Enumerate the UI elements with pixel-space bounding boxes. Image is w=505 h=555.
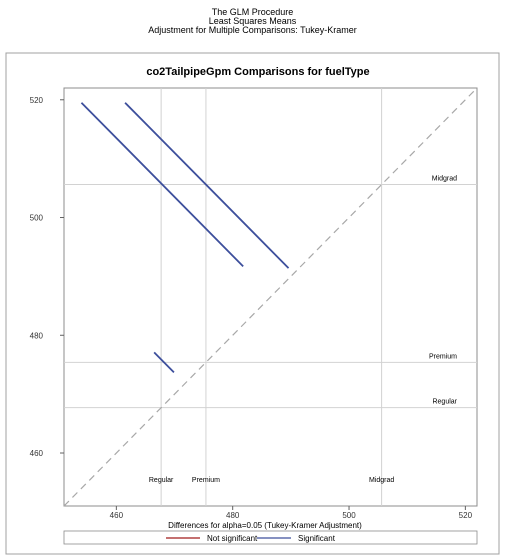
x-tick-label: 520 bbox=[459, 511, 473, 520]
level-label-bottom-regular: Regular bbox=[149, 477, 174, 484]
procedure-title: The GLM Procedure bbox=[211, 7, 294, 17]
level-label-right-premium: Premium bbox=[429, 353, 457, 360]
footnote: Differences for alpha=0.05 (Tukey-Kramer… bbox=[168, 521, 362, 530]
y-tick-label: 520 bbox=[30, 96, 44, 105]
legend-box bbox=[63, 530, 478, 545]
procedure-subtitle: Least Squares Means bbox=[208, 16, 297, 26]
comparison-line-2 bbox=[124, 102, 290, 269]
level-label-right-midgrad: Midgrad bbox=[432, 176, 457, 183]
legend-label-significant: Significant bbox=[298, 534, 336, 543]
y-tick-label: 480 bbox=[30, 331, 44, 340]
chart-frame bbox=[5, 52, 500, 555]
legend-label-not-significant: Not significant bbox=[207, 534, 258, 543]
diagonal-line bbox=[63, 87, 478, 507]
plot-area bbox=[63, 87, 478, 507]
comparison-line-3 bbox=[153, 351, 175, 373]
chart-title: co2TailpipeGpm Comparisons for fuelType bbox=[146, 66, 369, 78]
level-label-bottom-midgrad: Midgrad bbox=[369, 477, 394, 484]
comparison-line-1 bbox=[80, 102, 244, 268]
adjustment-title: Adjustment for Multiple Comparisons: Tuk… bbox=[148, 25, 357, 35]
y-tick-label: 460 bbox=[30, 449, 44, 458]
x-tick-label: 460 bbox=[110, 511, 124, 520]
y-tick-label: 500 bbox=[30, 214, 44, 223]
level-label-bottom-premium: Premium bbox=[192, 477, 220, 484]
x-tick-label: 500 bbox=[342, 511, 356, 520]
level-label-right-regular: Regular bbox=[432, 399, 457, 406]
x-tick-label: 480 bbox=[226, 511, 240, 520]
